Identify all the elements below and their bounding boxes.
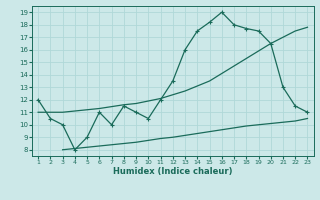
X-axis label: Humidex (Indice chaleur): Humidex (Indice chaleur): [113, 167, 233, 176]
